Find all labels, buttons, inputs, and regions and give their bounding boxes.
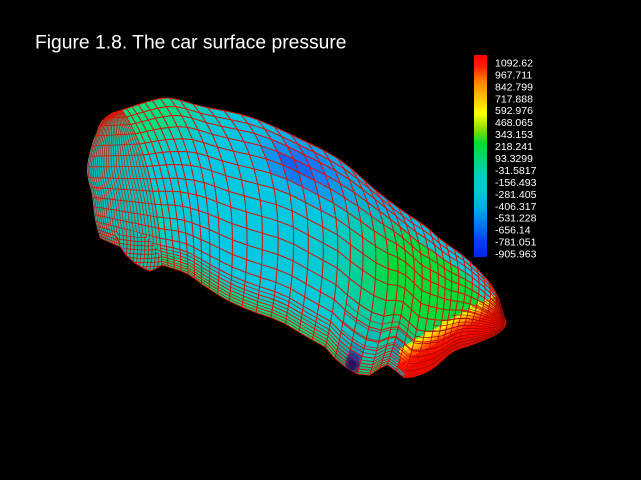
svg-text:967.711: 967.711 bbox=[495, 69, 532, 81]
svg-text:-905.963: -905.963 bbox=[495, 249, 537, 261]
svg-text:-31.5817: -31.5817 bbox=[495, 165, 537, 177]
svg-text:-281.405: -281.405 bbox=[495, 189, 537, 201]
svg-text:-781.051: -781.051 bbox=[495, 237, 537, 249]
svg-text:93.3299: 93.3299 bbox=[495, 153, 533, 165]
svg-text:Figure 1.8. The car surface pr: Figure 1.8. The car surface pressure bbox=[35, 33, 347, 54]
svg-text:-656.14: -656.14 bbox=[495, 225, 531, 237]
svg-text:468.065: 468.065 bbox=[495, 117, 533, 129]
svg-text:842.799: 842.799 bbox=[495, 81, 533, 93]
svg-text:218.241: 218.241 bbox=[495, 141, 533, 153]
svg-text:-156.493: -156.493 bbox=[495, 177, 537, 189]
svg-text:343.153: 343.153 bbox=[495, 129, 533, 141]
svg-text:-406.317: -406.317 bbox=[495, 201, 537, 213]
svg-text:592.976: 592.976 bbox=[495, 105, 533, 117]
svg-text:1092.62: 1092.62 bbox=[495, 58, 533, 70]
svg-text:-531.228: -531.228 bbox=[495, 213, 537, 225]
svg-text:717.888: 717.888 bbox=[495, 93, 533, 105]
